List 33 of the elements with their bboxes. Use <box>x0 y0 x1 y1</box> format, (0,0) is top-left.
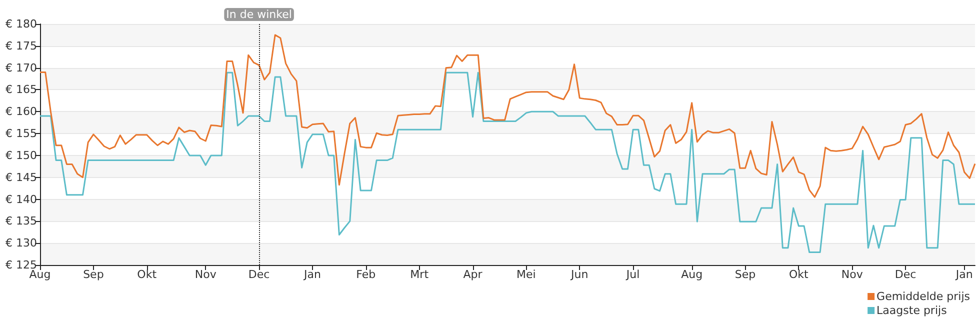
y-tick-label: € 175 <box>6 39 37 52</box>
x-tick-label: Sep <box>83 268 104 281</box>
y-tick-label: € 180 <box>6 18 37 30</box>
y-tick-label: € 155 <box>6 127 37 140</box>
x-tick-label: Okt <box>137 268 158 281</box>
x-tick-label: Sep <box>734 268 756 281</box>
x-tick-label: Nov <box>194 268 217 281</box>
x-tick-label: Dec <box>894 268 916 281</box>
legend-label: Laagste prijs <box>876 304 948 317</box>
y-tick-label: € 130 <box>6 236 37 250</box>
x-tick-label: Mei <box>516 268 536 281</box>
y-tick-label: € 170 <box>6 61 37 74</box>
x-tick-label: Okt <box>789 268 810 281</box>
x-tick-label: Apr <box>463 268 483 281</box>
y-tick-label: € 140 <box>6 192 37 206</box>
line-series <box>39 34 976 198</box>
x-tick-label: Dec <box>248 268 270 281</box>
line-series <box>39 72 976 254</box>
x-tick-label: Jan <box>303 268 321 281</box>
ref-line-label: In de winkel <box>226 8 292 21</box>
x-tick-label: Jan <box>954 268 973 281</box>
x-tick-label: Jul <box>625 268 640 281</box>
x-tick-label: Nov <box>841 268 864 281</box>
y-tick-label: € 145 <box>6 170 37 184</box>
y-tick-label: € 165 <box>6 83 37 96</box>
legend-label: Gemiddelde prijs <box>876 290 970 303</box>
y-tick-label: € 160 <box>6 105 37 118</box>
y-tick-label: € 135 <box>6 214 37 228</box>
x-tick-label: Mrt <box>410 268 430 281</box>
x-tick-label: Feb <box>356 268 376 281</box>
x-tick-label: Aug <box>681 268 703 281</box>
y-tick-label: € 150 <box>6 148 37 162</box>
x-tick-label: Jun <box>570 268 588 281</box>
